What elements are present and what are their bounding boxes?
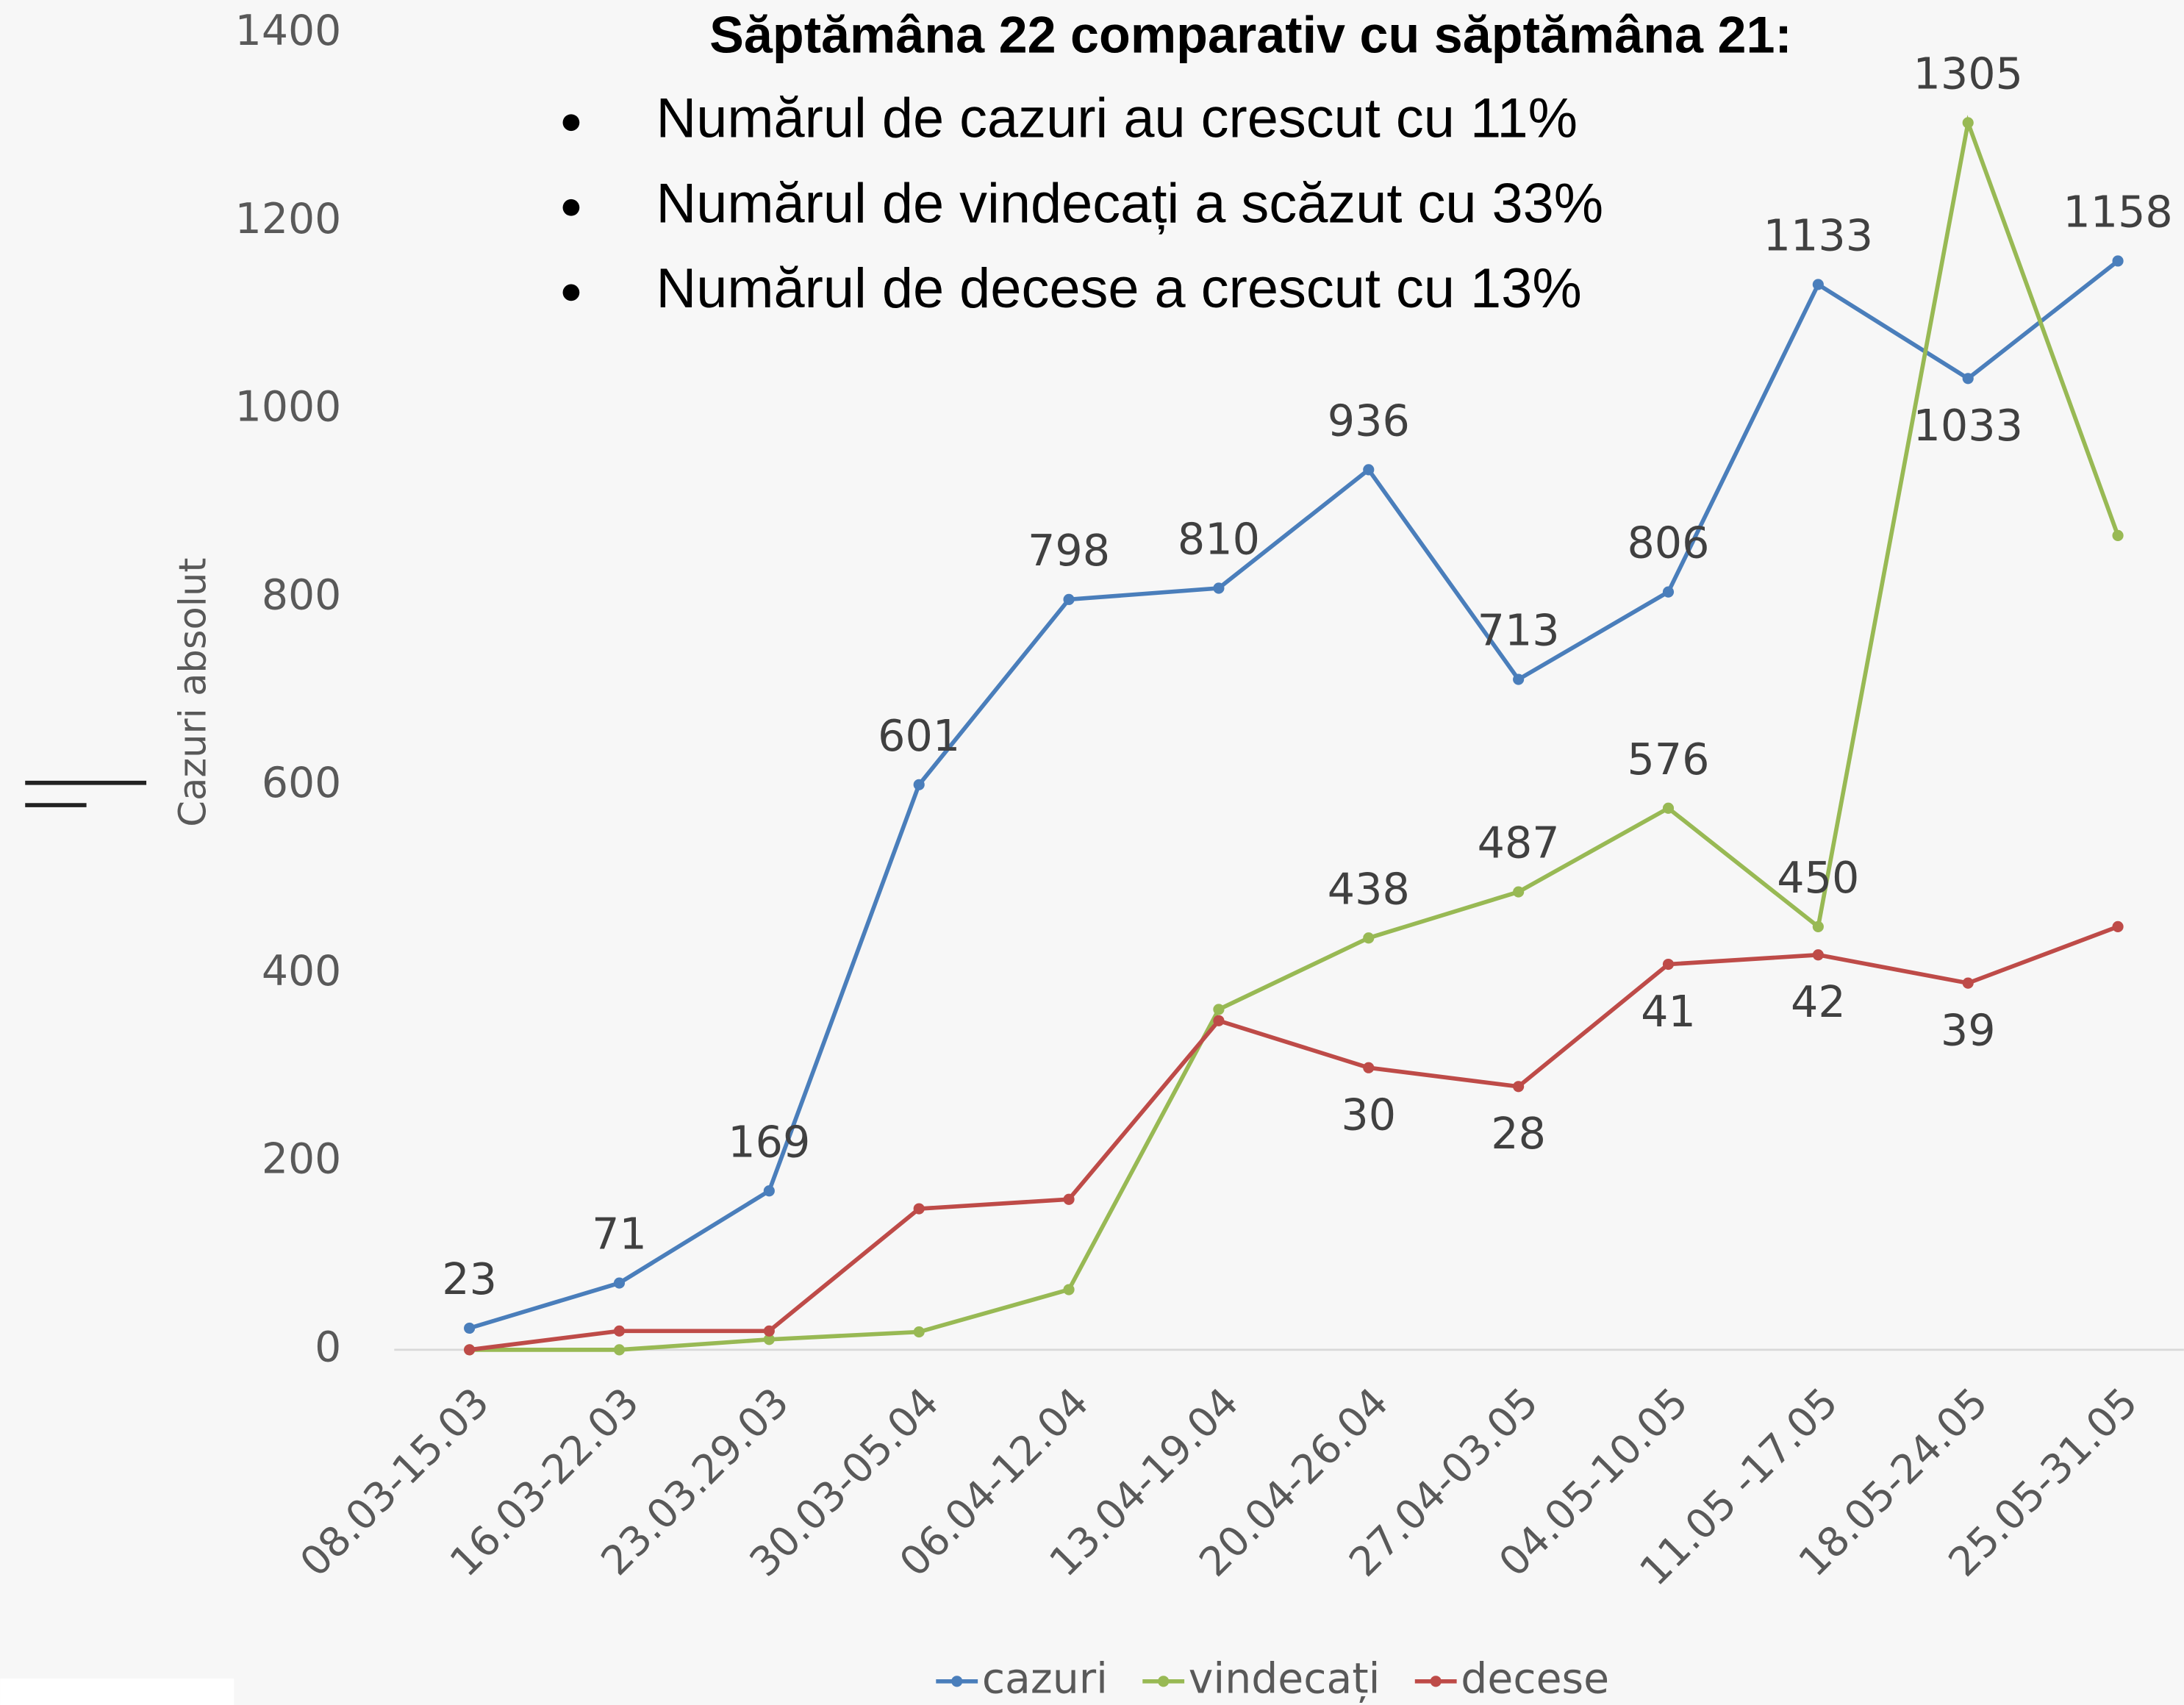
point <box>763 1185 775 1197</box>
data-label: 450 <box>1777 852 1859 903</box>
point <box>613 1277 626 1289</box>
point <box>1662 958 1675 971</box>
data-label: 71 <box>592 1209 647 1259</box>
point <box>1962 977 1974 989</box>
annotation: Numărul de decese a crescut cu 13% <box>656 257 1581 320</box>
point <box>913 1203 925 1215</box>
point <box>1812 921 1824 932</box>
data-label: 41 <box>1641 986 1696 1037</box>
data-label: 1305 <box>1913 49 2022 99</box>
data-label: 438 <box>1328 863 1410 914</box>
corner-box <box>0 1679 234 1705</box>
point <box>1812 949 1824 961</box>
data-label: 1033 <box>1913 400 2022 451</box>
point <box>1063 1284 1075 1295</box>
annotation: Numărul de cazuri au crescut cu 11% <box>656 87 1578 150</box>
annotation: Numărul de vindecați a scăzut cu 33% <box>656 172 1603 235</box>
series-line <box>469 115 2120 1352</box>
point <box>613 1325 626 1337</box>
series-line <box>469 924 2119 1352</box>
point <box>1812 279 1824 290</box>
y-tick-label: 1400 <box>235 7 342 55</box>
point <box>763 1325 775 1337</box>
data-label: 169 <box>728 1116 810 1167</box>
point <box>1662 586 1675 598</box>
y-tick-label: 1000 <box>235 383 342 432</box>
data-label: 1158 <box>2063 187 2172 237</box>
point <box>613 1344 626 1356</box>
data-label: 28 <box>1491 1108 1546 1159</box>
data-label: 601 <box>878 710 960 761</box>
legend-label: decese <box>1461 1654 1609 1703</box>
data-label: 936 <box>1328 395 1410 446</box>
point <box>1662 802 1675 814</box>
point <box>1363 464 1375 476</box>
point <box>464 1322 476 1334</box>
legend-marker <box>1158 1676 1170 1687</box>
data-label: 798 <box>1028 525 1110 576</box>
data-label: 23 <box>442 1254 497 1304</box>
y-tick-label: 1200 <box>235 195 342 243</box>
bullet <box>562 199 580 216</box>
data-label: 576 <box>1627 734 1709 784</box>
data-label: 42 <box>1791 976 1846 1027</box>
point <box>2112 529 2124 541</box>
series-line <box>468 259 2119 1331</box>
data-label: 713 <box>1478 605 1560 656</box>
data-label: 30 <box>1341 1090 1396 1140</box>
point <box>1063 1193 1075 1205</box>
point <box>1063 593 1075 605</box>
data-label: 1133 <box>1764 210 1873 261</box>
point <box>1363 932 1375 944</box>
point <box>1962 117 1974 129</box>
y-tick-label: 600 <box>262 759 341 807</box>
point <box>1513 886 1525 898</box>
point <box>763 1334 775 1345</box>
point <box>1962 373 1974 385</box>
point <box>1213 1015 1225 1026</box>
bullet <box>562 284 580 301</box>
legend-marker <box>1430 1676 1442 1687</box>
point <box>913 779 925 790</box>
bullet <box>562 114 580 132</box>
point <box>913 1326 925 1338</box>
point <box>2112 921 2124 932</box>
point <box>464 1344 476 1356</box>
legend-marker <box>951 1676 963 1687</box>
y-tick-label: 800 <box>262 571 341 619</box>
y-axis-label: Cazuri absolut <box>171 558 215 827</box>
point <box>1513 1081 1525 1093</box>
point <box>1213 1004 1225 1015</box>
data-label: 39 <box>1941 1004 1996 1055</box>
point <box>2112 255 2124 267</box>
chart-title: Săptămâna 22 comparativ cu săptămâna 21: <box>709 7 1792 64</box>
point <box>1513 673 1525 685</box>
y-tick-label: 0 <box>315 1323 341 1371</box>
legend-label: vindecați <box>1189 1654 1381 1703</box>
y-tick-label: 200 <box>262 1135 341 1184</box>
data-label: 806 <box>1627 518 1709 568</box>
legend-label: cazuri <box>982 1654 1108 1703</box>
point <box>1363 1062 1375 1073</box>
data-label: 810 <box>1178 514 1260 565</box>
point <box>1213 582 1225 594</box>
data-label: 487 <box>1478 818 1560 868</box>
y-tick-label: 400 <box>262 947 341 996</box>
